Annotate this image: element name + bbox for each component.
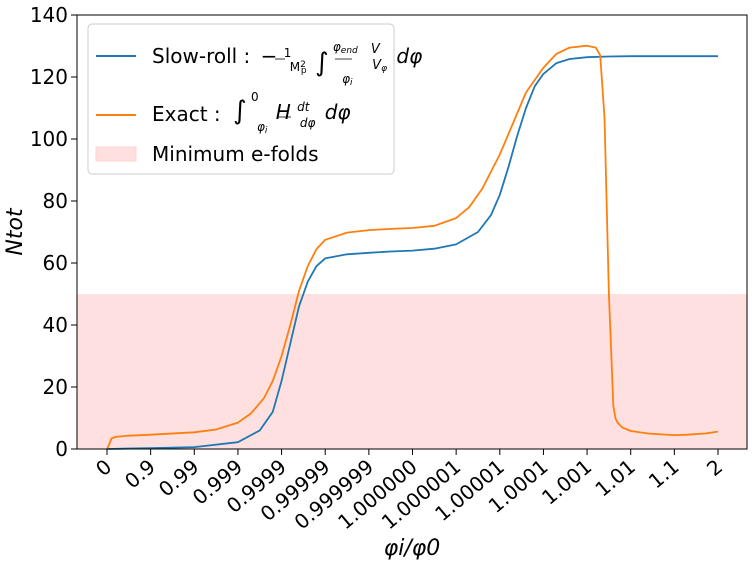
y-tick-label: 40 [43,313,68,337]
x-tick-label: 0.9 [120,454,160,493]
series-layer [106,44,719,450]
y-tick-label: 100 [30,127,68,151]
y-tick-label: 20 [43,375,68,399]
x-tick-label: 1.1 [644,454,684,493]
y-tick-label: 0 [55,437,68,461]
y-tick-label: 80 [43,189,68,213]
y-tick-label: 120 [30,65,68,89]
legend-label-slow-roll: Slow-roll : − 1 M2 p ∫ φend φi V Vφ dφ [152,34,422,90]
x-tick-label: 2 [702,454,727,481]
legend-label-exact: Exact : ∫ 0 φi H dt dφ dφ [152,82,351,138]
legend-label-minimum-efolds: Minimum e-folds [152,142,319,166]
x-axis-label: φi/φ0 [384,536,441,561]
series-line-exact [106,44,719,450]
legend: Slow-roll : − 1 M2 p ∫ φend φi V Vφ dφ Ex… [87,23,422,175]
y-axis-label: Ntot [3,207,28,256]
y-tick-label: 60 [43,251,68,275]
x-tick-label: 0 [91,454,116,481]
x-axis: 0 0.90.990.9990.99990.999990.9999991.0000… [91,449,727,534]
legend-box [87,23,395,175]
minimum-efolds-band [77,294,747,449]
x-tick-label: 1.001 [537,454,596,509]
x-tick-label: 1.01 [590,454,640,501]
y-axis: 0 20 40 60 80 100 120 140 [30,3,77,461]
series-line-slow-roll [106,55,718,450]
legend-swatch-minimum-efolds [95,146,137,162]
y-tick-label: 140 [30,3,68,27]
